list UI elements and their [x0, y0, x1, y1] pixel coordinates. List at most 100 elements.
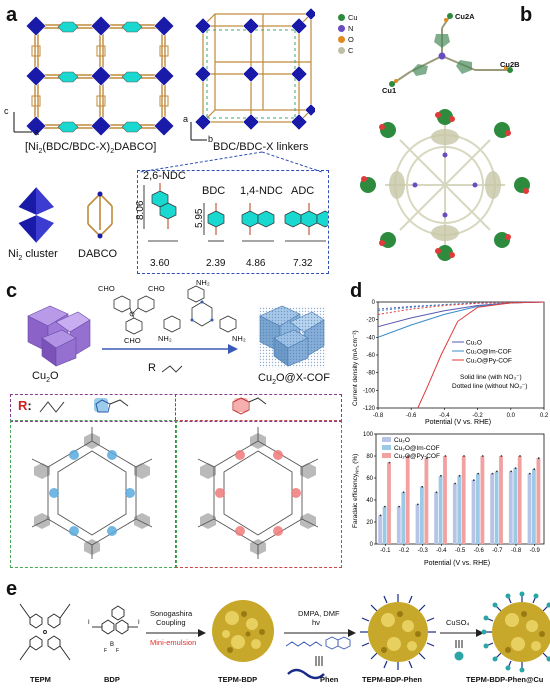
legend-item: O [338, 34, 358, 45]
bar-point [444, 455, 447, 457]
bar-point [402, 491, 405, 494]
legend-item: Cu [338, 12, 358, 23]
legend-label: Cu₂O@Py-COF [394, 453, 440, 460]
x-tick-label: -0.2 [399, 548, 410, 554]
n-atom-swatch [338, 25, 345, 32]
bar [438, 475, 443, 544]
bar-point [463, 455, 465, 457]
amine-group-2: NH₂ [158, 334, 172, 343]
cu-atom-swatch [338, 14, 345, 21]
header-divider [175, 394, 177, 420]
bar-point [421, 485, 424, 488]
svg-text:I: I [88, 620, 90, 626]
x-tick-label: -0.3 [418, 548, 429, 554]
bar [527, 473, 532, 544]
phen-linker-illustration [285, 636, 351, 680]
crystal-structure-illustration [360, 109, 530, 261]
tepm-bdp-particle-illustration [212, 600, 274, 662]
series-line-cu2o-solid [377, 301, 545, 328]
y-tick-label: 80 [366, 454, 373, 460]
y-tick-label: -80 [366, 371, 375, 377]
bar-point [425, 457, 428, 460]
linker-name-2: BDC [202, 185, 226, 197]
panel-b-label: b [520, 4, 533, 26]
bar [532, 469, 536, 544]
bar-point [472, 479, 475, 482]
tepm-label: TEPM [30, 675, 51, 684]
r-group-r-letter: R: [18, 398, 32, 413]
svg-text:B: B [110, 642, 114, 648]
x-tick-label: -0.2 [472, 413, 483, 419]
step3-arrow [440, 629, 484, 661]
x-tick-label: -0.7 [492, 548, 503, 554]
bar-point [491, 472, 494, 475]
bar [420, 486, 424, 544]
product1-label: TEPM-BDP [218, 675, 258, 684]
legend-label: Cu₂O@Im-COF [394, 445, 440, 452]
bdp-molecule-illustration: BF F I I [88, 605, 140, 654]
linker-height-2: 5.95 [194, 208, 205, 228]
bar-point [533, 468, 536, 471]
mof-formula-label: [Ni2(BDC/BDC-X)2DABCO] [25, 141, 157, 156]
bar [443, 456, 447, 544]
amine-group-1: NH₂ [196, 278, 210, 287]
axis-indicator-right [190, 122, 207, 141]
y-tick-label: -120 [363, 406, 376, 412]
bar [499, 456, 503, 544]
bdp-label: BDP [104, 675, 120, 684]
linker-width-3: 4.86 [246, 258, 266, 269]
top-chart-legend: Cu₂O Cu₂O@Im-COF Cu₂O@Py-COF Solid line … [452, 340, 527, 390]
legend-label: Cu₂O@Im-COF [466, 349, 512, 356]
tepm-molecule-illustration [19, 603, 71, 661]
y-tick-label: 40 [366, 498, 373, 504]
x-tick-label: -0.4 [439, 413, 450, 419]
bar-point [458, 474, 461, 477]
x-tick-label: -0.6 [474, 548, 485, 554]
y-tick-label: -60 [366, 353, 375, 359]
legend-item: N [338, 23, 358, 34]
bar [387, 462, 391, 544]
ligand-molecule-illustration [389, 13, 513, 87]
vinyl-group-illustration [161, 365, 183, 373]
linker-width-4: 7.32 [293, 258, 313, 269]
o-atom-swatch [338, 36, 345, 43]
bar-point [398, 505, 400, 508]
linker-name-3: 1,4-NDC [240, 185, 283, 197]
bar-point [514, 467, 517, 469]
y-tick-label: 100 [363, 432, 374, 438]
x-tick-label: -0.5 [455, 548, 466, 554]
bar [536, 458, 541, 544]
bar-point [379, 514, 382, 517]
x-tick-label: -0.1 [380, 548, 391, 554]
ni2-cluster-illustration [17, 186, 55, 244]
top-chart-ylabel: Current density (mA cm⁻²) [352, 330, 359, 406]
linkers-illustration [143, 183, 328, 242]
step1-mid-label: Coupling [156, 618, 186, 627]
y-tick-label: -100 [363, 388, 376, 394]
y-tick-label: 60 [366, 476, 373, 482]
bar [378, 515, 382, 544]
y-tick-label: -20 [366, 318, 375, 324]
ni2-cluster-label: Ni2 cluster [8, 248, 58, 263]
x-tick-label: 0.2 [540, 413, 549, 419]
bar [471, 480, 476, 544]
cu2o-particle-illustration [27, 305, 91, 367]
bar [401, 492, 406, 544]
top-chart-plot-area [377, 301, 545, 409]
amine-group-3: NH₂ [232, 334, 246, 343]
tepm-bdp-phen-particle-illustration [360, 594, 436, 670]
step1-bottom-label: Mini-emulsion [150, 638, 197, 647]
axis-b-label: b [208, 134, 214, 144]
panel-b: b Cu N O C Cu2A Cu2B Cu1 [330, 0, 550, 275]
bar-point [384, 505, 386, 508]
mof-framework-illustration [25, 15, 175, 137]
bar [508, 471, 513, 544]
bar [494, 471, 499, 544]
py-cof-structure-illustration [197, 427, 319, 559]
bar [415, 504, 420, 544]
series-line-im-cof-dotted [377, 301, 545, 312]
bar-point [416, 503, 419, 506]
atom-legend: Cu N O C [338, 12, 358, 56]
reagent-structures-illustration [113, 285, 237, 335]
bar [517, 456, 522, 544]
